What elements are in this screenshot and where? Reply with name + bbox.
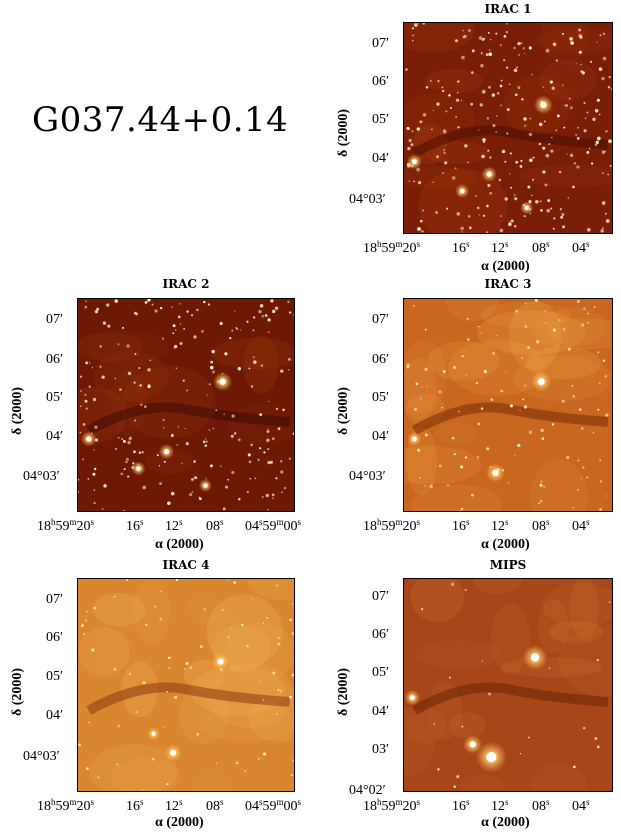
xtick-irac3-1: 16s bbox=[452, 517, 470, 534]
xlabel-irac3: α (2000) bbox=[481, 537, 530, 552]
xtick-irac1-0: 18h59m20s bbox=[363, 239, 421, 256]
ytick-irac1-07: 07′ bbox=[372, 36, 390, 51]
image-mips bbox=[403, 578, 613, 792]
ytick-irac2-0403: 04°03′ bbox=[23, 469, 60, 484]
ytick-mips-06: 06′ bbox=[372, 627, 390, 642]
image-irac2 bbox=[77, 298, 295, 512]
xtick-irac3-2: 12s bbox=[491, 517, 509, 534]
ytick-irac3-04: 04′ bbox=[372, 429, 390, 444]
xtick-irac4-3: 08s bbox=[206, 797, 224, 814]
ytick-irac1-05: 05′ bbox=[372, 112, 390, 127]
ytick-irac4-05: 05′ bbox=[46, 669, 64, 684]
xtick-mips-0: 18h59m20s bbox=[363, 797, 421, 814]
ytick-irac2-06: 06′ bbox=[46, 352, 64, 367]
ylabel-irac3: δ (2000) bbox=[336, 386, 351, 435]
ytick-irac4-07: 07′ bbox=[46, 592, 64, 607]
xtick-irac4-1: 16s bbox=[126, 797, 144, 814]
panel-title-irac2: IRAC 2 bbox=[162, 277, 210, 291]
xtick-irac3-3: 08s bbox=[532, 517, 550, 534]
xtick-irac2-3: 08s bbox=[206, 517, 224, 534]
xlabel-mips: α (2000) bbox=[481, 815, 530, 830]
figure-title: G037.44+0.14 bbox=[32, 100, 289, 140]
image-irac1 bbox=[403, 22, 613, 234]
ytick-irac3-0403: 04°03′ bbox=[349, 469, 386, 484]
ytick-irac3-07: 07′ bbox=[372, 312, 390, 327]
panel-title-mips: MIPS bbox=[489, 558, 527, 572]
ytick-irac1-04: 04′ bbox=[372, 151, 390, 166]
ytick-mips-05: 05′ bbox=[372, 665, 390, 680]
xtick-mips-2: 12s bbox=[491, 797, 509, 814]
xtick-irac2-0: 18h59m20s bbox=[37, 517, 95, 534]
xtick-irac2-1: 16s bbox=[126, 517, 144, 534]
panel-title-irac3: IRAC 3 bbox=[484, 277, 532, 291]
ytick-mips-03: 03′ bbox=[372, 742, 390, 757]
xtick-irac1-3: 08s bbox=[532, 239, 550, 256]
image-irac3 bbox=[403, 298, 613, 512]
ytick-irac4-0403: 04°03′ bbox=[23, 749, 60, 764]
xtick-irac2-2: 12s bbox=[165, 517, 183, 534]
ytick-irac1-06: 06′ bbox=[372, 74, 390, 89]
ylabel-mips: δ (2000) bbox=[336, 667, 351, 716]
image-irac4 bbox=[77, 578, 295, 792]
xlabel-irac2: α (2000) bbox=[155, 537, 204, 552]
xtick-irac4-4: 04s59m00s bbox=[245, 797, 302, 814]
ytick-irac4-04: 04′ bbox=[46, 708, 64, 723]
panel-title-irac4: IRAC 4 bbox=[162, 558, 210, 572]
ytick-irac1-0403: 04°03′ bbox=[349, 192, 386, 207]
ytick-irac4-06: 06′ bbox=[46, 630, 64, 645]
xlabel-irac1: α (2000) bbox=[481, 259, 530, 274]
ytick-irac3-05: 05′ bbox=[372, 390, 390, 405]
xtick-irac4-0: 18h59m20s bbox=[37, 797, 95, 814]
xtick-irac1-2: 12s bbox=[491, 239, 509, 256]
xtick-irac2-4: 04s59m00s bbox=[245, 517, 302, 534]
ytick-mips-04: 04′ bbox=[372, 704, 390, 719]
ylabel-irac2: δ (2000) bbox=[10, 386, 25, 435]
xtick-irac3-0: 18h59m20s bbox=[363, 517, 421, 534]
ytick-irac2-07: 07′ bbox=[46, 312, 64, 327]
xtick-mips-1: 16s bbox=[452, 797, 470, 814]
xtick-irac1-1: 16s bbox=[452, 239, 470, 256]
ylabel-irac4: δ (2000) bbox=[10, 667, 25, 716]
xtick-mips-3: 08s bbox=[532, 797, 550, 814]
xtick-irac1-4: 04s bbox=[572, 239, 590, 256]
ylabel-irac1: δ (2000) bbox=[336, 108, 351, 157]
ytick-irac3-06: 06′ bbox=[372, 352, 390, 367]
ytick-mips-07: 07′ bbox=[372, 589, 390, 604]
xlabel-irac4: α (2000) bbox=[155, 815, 204, 830]
ytick-irac2-05: 05′ bbox=[46, 390, 64, 405]
ytick-mips-0402: 04°02′ bbox=[349, 783, 386, 798]
ytick-irac2-04: 04′ bbox=[46, 429, 64, 444]
xtick-irac3-4: 04s bbox=[572, 517, 590, 534]
xtick-mips-4: 04s bbox=[572, 797, 590, 814]
xtick-irac4-2: 12s bbox=[165, 797, 183, 814]
panel-title-irac1: IRAC 1 bbox=[484, 2, 532, 16]
